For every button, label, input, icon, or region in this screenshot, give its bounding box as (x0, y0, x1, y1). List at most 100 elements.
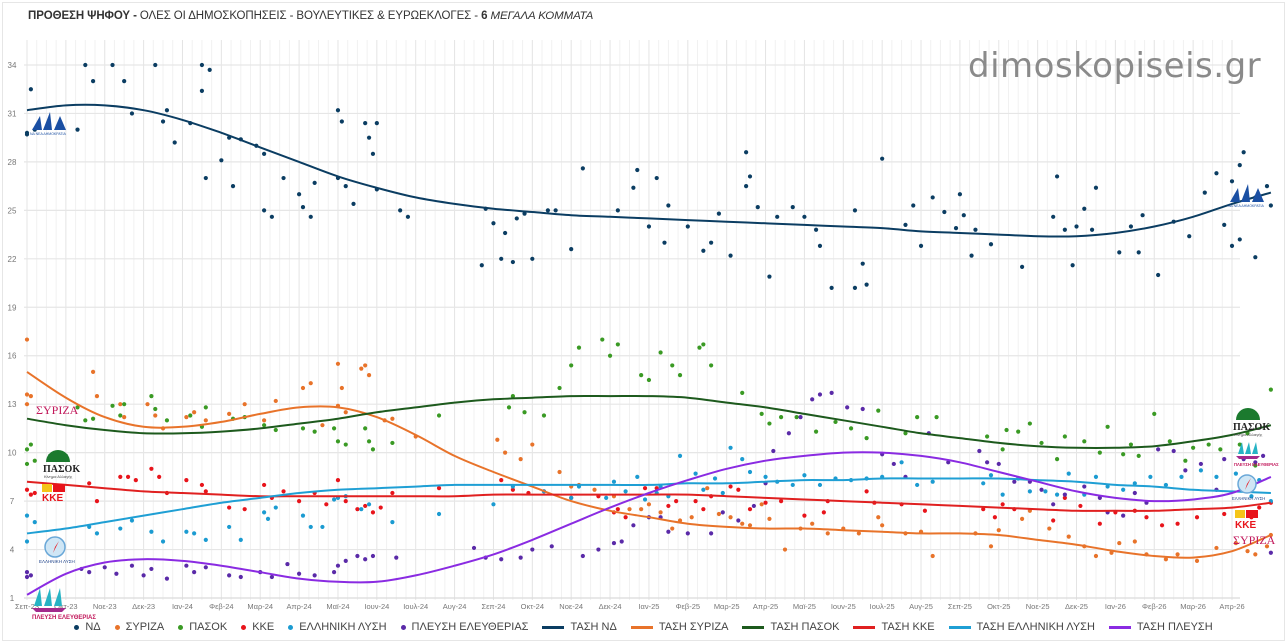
sails-icon (34, 588, 62, 606)
data-point (760, 502, 764, 506)
kke-banner-icon (53, 484, 65, 492)
data-point (791, 205, 795, 209)
data-point (95, 531, 99, 535)
kke-badge-icon (1235, 510, 1245, 518)
data-point (309, 215, 313, 219)
data-point (188, 413, 192, 417)
data-point (795, 415, 799, 419)
data-point (1230, 244, 1234, 248)
data-point (1082, 207, 1086, 211)
data-point (849, 426, 853, 430)
data-point (647, 378, 651, 382)
data-point (192, 410, 196, 414)
data-point (231, 184, 235, 188)
data-point (1261, 454, 1265, 458)
data-point (359, 507, 363, 511)
data-point (748, 470, 752, 474)
data-point (1106, 425, 1110, 429)
data-point (491, 221, 495, 225)
data-point (993, 515, 997, 519)
data-point (25, 462, 29, 466)
legend-item: ΤΑΣΗ ΚΚΕ (853, 621, 934, 633)
data-point (1051, 502, 1055, 506)
data-point (865, 489, 869, 493)
data-point (359, 367, 363, 371)
pasok-logo-right-sub: Κίνημα Αλλαγής (1234, 432, 1262, 437)
data-point (25, 539, 29, 543)
data-point (542, 413, 546, 417)
legend-label: ΕΛΛΗΝΙΚΗ ΛΥΣΗ (299, 621, 386, 633)
legend-label: ΤΑΣΗ ΝΔ (570, 621, 616, 633)
data-point (985, 460, 989, 464)
data-point (658, 510, 662, 514)
data-point (227, 505, 231, 509)
data-point (114, 572, 118, 576)
data-point (977, 449, 981, 453)
x-axis-ticks: Σεπ-23 Οκτ-23 Νοε-23 Δεκ-23 Ιαν-24 Φεβ-24 Μαρ-… (15, 602, 1245, 611)
data-point (122, 415, 126, 419)
legend-label: ΣΥΡΙΖΑ (126, 621, 165, 633)
data-point (728, 253, 732, 257)
data-point (748, 174, 752, 178)
data-point (344, 559, 348, 563)
data-point (153, 63, 157, 67)
data-point (1117, 541, 1121, 545)
data-point (923, 509, 927, 513)
data-point (931, 195, 935, 199)
x-tick-label: Μαρ-26 (1180, 602, 1206, 611)
data-point (1175, 552, 1179, 556)
data-point (830, 391, 834, 395)
x-tick-label: Δεκ-23 (132, 602, 155, 611)
data-point (810, 397, 814, 401)
data-point (635, 475, 639, 479)
data-point (709, 363, 713, 367)
data-point (274, 505, 278, 509)
data-point (1012, 480, 1016, 484)
data-point (1191, 446, 1195, 450)
data-point (87, 481, 91, 485)
data-point (363, 557, 367, 561)
data-point (309, 525, 313, 529)
data-point (145, 402, 149, 406)
data-point (1020, 517, 1024, 521)
data-point (503, 231, 507, 235)
data-point (437, 413, 441, 417)
data-point (748, 507, 752, 511)
data-point (612, 480, 616, 484)
legend-dot-icon (241, 625, 246, 630)
data-point (367, 502, 371, 506)
legend-item: ΤΑΣΗ ΕΛΛΗΝΙΚΗ ΛΥΣΗ (949, 621, 1095, 633)
data-point (678, 373, 682, 377)
data-point (802, 215, 806, 219)
pasok-logo-left: ΠΑΣΟΚ Κίνημα Αλλαγής (43, 450, 80, 479)
data-point (853, 208, 857, 212)
x-tick-label: Μαϊ-25 (793, 602, 816, 611)
data-point (262, 423, 266, 427)
data-point (472, 546, 476, 550)
data-point (75, 128, 79, 132)
data-point (1016, 430, 1020, 434)
data-point (262, 208, 266, 212)
data-point (569, 247, 573, 251)
legend-label: ΤΑΣΗ ΣΥΡΙΖΑ (659, 621, 729, 633)
syriza-logo-right-text: ΣΥΡΙΖΑ (1233, 533, 1276, 547)
data-point (577, 346, 581, 350)
data-point (997, 528, 1001, 532)
data-point (756, 205, 760, 209)
legend-line-icon (949, 626, 971, 629)
data-point (25, 570, 29, 574)
data-point (297, 499, 301, 503)
data-point (1214, 546, 1218, 550)
legend-line-icon (631, 626, 653, 629)
data-point (1238, 237, 1242, 241)
data-point (608, 354, 612, 358)
data-point (934, 415, 938, 419)
data-point (29, 442, 33, 446)
data-point (262, 152, 266, 156)
data-point (285, 562, 289, 566)
data-point (29, 394, 33, 398)
data-point (1137, 250, 1141, 254)
data-point (865, 283, 869, 287)
data-point (643, 486, 647, 490)
data-point (1067, 535, 1071, 539)
